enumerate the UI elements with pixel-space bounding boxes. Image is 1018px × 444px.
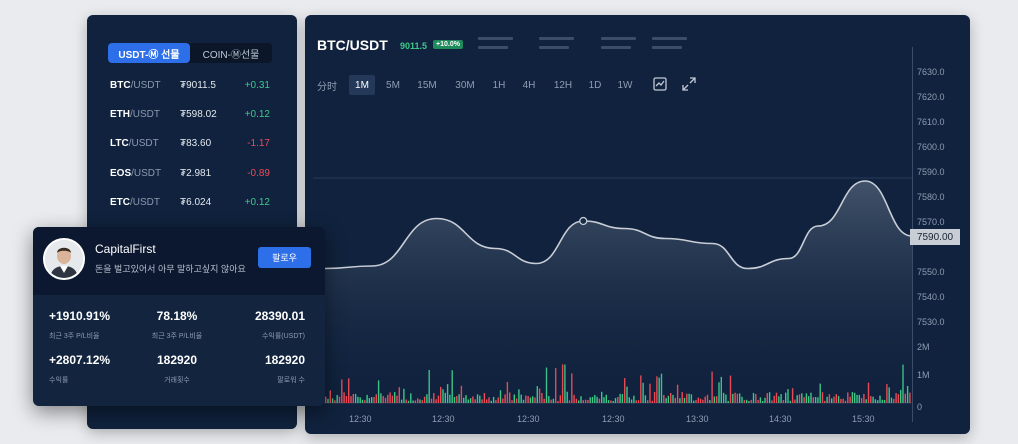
volume-tick: 1M (917, 370, 930, 380)
person-icon (45, 240, 83, 278)
profile-header: CapitalFirst 돈을 벌고있어서 아무 말하고싶지 않아요 팔로우 (33, 227, 325, 295)
market-pair: BTC/USDT (110, 79, 161, 91)
market-price: ₮598.02 (180, 108, 217, 120)
stat-item: +2807.12% 수익률 (49, 353, 149, 385)
time-tick: 12:30 (349, 414, 372, 424)
placeholder-bar (539, 46, 569, 49)
price-area (305, 181, 912, 403)
price-tick: 7610.0 (917, 117, 945, 127)
price-tick: 7620.0 (917, 92, 945, 102)
timeframe-1w[interactable]: 1W (617, 79, 633, 91)
placeholder-bar (652, 37, 687, 40)
avatar[interactable] (43, 238, 85, 280)
time-tick: 12:30 (517, 414, 540, 424)
line-chart-icon[interactable] (652, 76, 668, 92)
price-tick: 7530.0 (917, 317, 945, 327)
volume-tick: 0 (917, 402, 923, 412)
market-change: -0.89 (247, 167, 270, 179)
tab-coin-futures[interactable]: COIN-Ⓜ선물 (202, 49, 260, 61)
volume-tick: 2M (917, 342, 930, 352)
market-pair: ETH/USDT (110, 108, 160, 120)
price-tick: 7580.0 (917, 192, 945, 202)
stat-value: +2807.12% (49, 353, 111, 367)
stat-value: 182920 (264, 353, 305, 367)
stat-label: 수익률 (49, 377, 69, 384)
stat-item: 78.18% 최근 3주 P/L비율 (149, 309, 205, 341)
stat-label: 최근 3주 P/L비율 (49, 333, 100, 340)
time-tick: 13:30 (686, 414, 709, 424)
market-pair: LTC/USDT (110, 137, 159, 149)
placeholder-bar (478, 37, 513, 40)
price-chart[interactable] (305, 15, 970, 434)
market-row-eth[interactable]: ETH/USDT ₮598.02 +0.12 (110, 107, 270, 121)
price-marker[interactable] (579, 216, 588, 226)
timeframe-1h[interactable]: 1H (492, 79, 506, 91)
price-tick: 7600.0 (917, 142, 945, 152)
price-tick: 7540.0 (917, 292, 945, 302)
stat-label: 팔로워 수 (277, 377, 305, 384)
stat-value: 78.18% (156, 309, 198, 323)
market-pair: ETC/USDT (110, 196, 160, 208)
market-row-etc[interactable]: ETC/USDT ₮6.024 +0.12 (110, 195, 270, 209)
chart-symbol: BTC/USDT (317, 37, 388, 53)
chart-last-price: 9011.5 (400, 41, 428, 51)
contract-type-toggle: USDT-Ⓜ 선물 COIN-Ⓜ선물 (108, 43, 272, 63)
stat-value: 28390.01 (254, 309, 305, 323)
placeholder-bar (601, 37, 636, 40)
profile-name: CapitalFirst (95, 242, 156, 256)
market-change: +0.12 (244, 196, 270, 208)
placeholder-bar (478, 46, 508, 49)
current-price-label: 7590.00 (910, 229, 960, 245)
stat-item: +1910.91% 최근 3주 P/L비율 (49, 309, 149, 341)
price-tick: 7570.0 (917, 217, 945, 227)
timeframe-timeline[interactable]: 分时 (317, 81, 337, 93)
stat-value: 182920 (156, 353, 198, 367)
trader-profile-card: CapitalFirst 돈을 벌고있어서 아무 말하고싶지 않아요 팔로우 +… (33, 227, 325, 406)
market-price: ₮9011.5 (180, 79, 216, 91)
stat-label: 최근 3주 P/L비율 (151, 333, 203, 340)
market-price: ₮6.024 (180, 196, 212, 208)
price-line (305, 180, 913, 270)
market-pair: EOS/USDT (110, 167, 162, 179)
timeframe-30m[interactable]: 30M (455, 79, 475, 91)
timeframe-5m[interactable]: 5M (386, 79, 400, 91)
timeframe-4h[interactable]: 4H (522, 79, 536, 91)
timeframe-12h[interactable]: 12H (553, 79, 573, 91)
timeframe-1d[interactable]: 1D (588, 79, 602, 91)
tab-usdt-futures[interactable]: USDT-Ⓜ 선물 (108, 43, 190, 63)
stat-item: 28390.01 수익률(USDT) (205, 309, 305, 341)
time-tick: 15:30 (852, 414, 875, 424)
change-badge: +10.0% (433, 40, 463, 49)
stat-label: 수익률(USDT) (261, 333, 305, 340)
timeframe-1m[interactable]: 1M (349, 75, 375, 95)
placeholder-bar (601, 46, 631, 49)
price-tick: 7550.0 (917, 267, 945, 277)
placeholder-bar (539, 37, 574, 40)
stat-item: 182920 팔로워 수 (205, 353, 305, 385)
stat-item: 182920 거래횟수 (149, 353, 205, 385)
placeholder-bar (652, 46, 682, 49)
market-change: +0.12 (244, 108, 270, 120)
market-row-eos[interactable]: EOS/USDT ₮2.981 -0.89 (110, 166, 270, 180)
stat-label: 거래횟수 (164, 377, 190, 384)
time-tick: 12:30 (602, 414, 625, 424)
price-chart-panel: BTC/USDT 9011.5 +10.0% 分时 1M 5M 15M 30M … (305, 15, 970, 434)
profile-bio: 돈을 벌고있어서 아무 말하고싶지 않아요 (95, 264, 246, 274)
market-price: ₮2.981 (180, 167, 212, 179)
price-tick: 7590.0 (917, 167, 945, 177)
market-change: +0.31 (244, 79, 270, 91)
market-row-ltc[interactable]: LTC/USDT ₮83.60 -1.17 (110, 136, 270, 150)
price-tick: 7630.0 (917, 67, 945, 77)
stat-value: +1910.91% (49, 309, 111, 323)
time-tick: 12:30 (432, 414, 455, 424)
market-change: -1.17 (247, 137, 270, 149)
time-tick: 14:30 (769, 414, 792, 424)
market-row-btc[interactable]: BTC/USDT ₮9011.5 +0.31 (110, 78, 270, 92)
timeframe-15m[interactable]: 15M (417, 79, 437, 91)
fullscreen-icon[interactable] (681, 76, 697, 92)
market-price: ₮83.60 (180, 137, 212, 149)
follow-button[interactable]: 팔로우 (258, 247, 311, 268)
